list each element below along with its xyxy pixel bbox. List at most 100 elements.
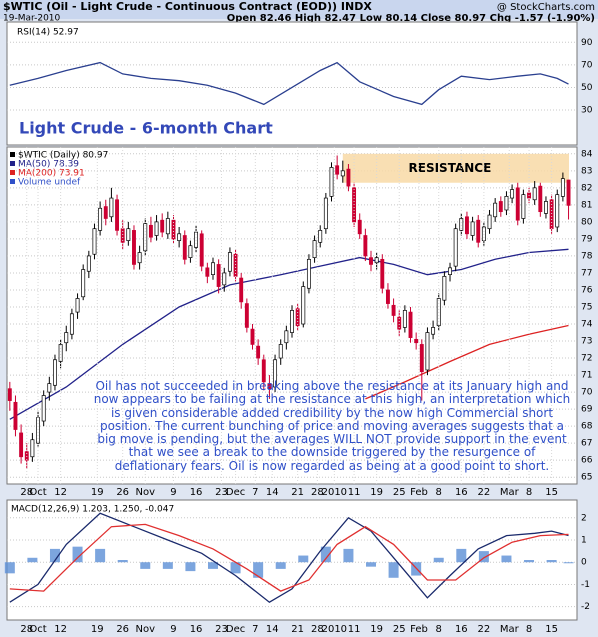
candle-body [58, 344, 63, 362]
candle-body [357, 219, 362, 235]
y-tick-label: 1 [581, 536, 587, 546]
candle-body [312, 240, 317, 258]
x-tick-label: 22 [478, 487, 491, 498]
x-tick-label: 15 [545, 624, 558, 635]
y-tick-label: 2 [581, 513, 587, 523]
candle-body [261, 359, 266, 383]
y-tick-label: 71 [581, 371, 592, 381]
candle-body [205, 267, 210, 277]
x-tick-label: 19 [91, 624, 104, 635]
x-tick-label: Mar [500, 487, 520, 498]
candle-body [544, 201, 548, 214]
x-tick-label: 2010 [322, 487, 347, 498]
x-tick-label: Nov [136, 487, 156, 498]
candle-body [24, 451, 29, 461]
histogram-bar [388, 562, 399, 578]
candle-body [323, 197, 328, 230]
histogram-bar [433, 557, 444, 563]
candle-body [318, 230, 323, 243]
y-tick-label: 70 [581, 60, 593, 70]
x-tick-label: 23 [215, 487, 228, 498]
y-tick-label: 82 [581, 183, 592, 193]
x-tick-label: 12 [54, 624, 67, 635]
candle-body [137, 252, 142, 264]
x-tick-label: 16 [190, 487, 203, 498]
commentary: Oil has not succeeded in breaking above … [93, 379, 571, 473]
candle-body [340, 170, 345, 177]
candle-body [493, 202, 498, 218]
legend-swatch [10, 161, 15, 166]
y-tick-label: 84 [581, 149, 593, 159]
x-tick-label: 7 [252, 624, 258, 635]
histogram-bar [253, 562, 264, 578]
histogram-bar [72, 546, 83, 563]
x-tick-label: Mar [500, 624, 520, 635]
candle-body [64, 332, 69, 344]
x-tick-label: Nov [136, 624, 156, 635]
y-tick-label: 69 [581, 405, 593, 415]
header-bar [0, 0, 598, 19]
candle-body [346, 168, 351, 187]
candle-body [81, 269, 86, 298]
candle-body [459, 218, 464, 231]
candle-body [414, 338, 419, 344]
x-tick-label: 23 [215, 624, 228, 635]
x-tick-label: 28 [311, 624, 324, 635]
resistance-band [342, 153, 569, 183]
x-tick-label: 16 [455, 487, 468, 498]
candle-body [504, 196, 509, 211]
y-tick-label: 79 [581, 234, 593, 244]
candle-body [510, 189, 515, 199]
x-tick-label: 8 [436, 624, 442, 635]
candle-body [374, 257, 379, 264]
histogram-bar [117, 560, 128, 563]
histogram-bar [366, 562, 377, 567]
y-tick-label: 74 [581, 320, 593, 330]
candle-body [182, 235, 187, 260]
legend-entry: Volume undef [18, 178, 81, 188]
candle-body [476, 219, 481, 243]
candle-body [188, 245, 193, 258]
histogram-bar [343, 548, 354, 563]
candle-body [75, 298, 80, 313]
candle-body [380, 258, 385, 289]
candle-body [36, 417, 40, 444]
y-tick-label: 72 [581, 354, 592, 364]
series-line [9, 523, 569, 592]
histogram-bar [140, 562, 151, 569]
y-tick-label: 78 [581, 251, 593, 261]
candle-body [425, 332, 430, 371]
histogram-bar [298, 555, 309, 563]
resistance-label: RESISTANCE [409, 161, 492, 175]
candle-body [498, 201, 503, 213]
y-tick-label: -2 [581, 602, 590, 612]
candle-body [273, 359, 278, 388]
candle-body [160, 219, 165, 233]
candle-body [92, 228, 97, 255]
x-tick-label: Oct [29, 624, 46, 635]
x-tick-label: 15 [545, 487, 558, 498]
candle-body [86, 255, 91, 272]
candle-body [453, 228, 458, 267]
candle-body [295, 308, 300, 327]
y-tick-label: 66 [581, 456, 593, 466]
candle-body [385, 289, 390, 304]
candle-body [419, 344, 424, 373]
series-line [365, 324, 569, 400]
candle-body [369, 257, 373, 265]
candle-body [126, 228, 131, 241]
candle-body [53, 359, 57, 386]
x-tick-label: 7 [252, 487, 258, 498]
x-tick-label: 21 [291, 487, 304, 498]
candle-body [408, 311, 413, 338]
y-tick-label: 76 [581, 285, 593, 295]
candle-body [448, 267, 452, 276]
x-tick-label: 14 [266, 487, 279, 498]
histogram-bar [501, 555, 512, 563]
candle-body [115, 199, 119, 231]
x-tick-label: Feb [410, 487, 428, 498]
x-tick-label: 19 [370, 624, 383, 635]
candle-body [222, 272, 227, 286]
candle-body [465, 216, 469, 235]
